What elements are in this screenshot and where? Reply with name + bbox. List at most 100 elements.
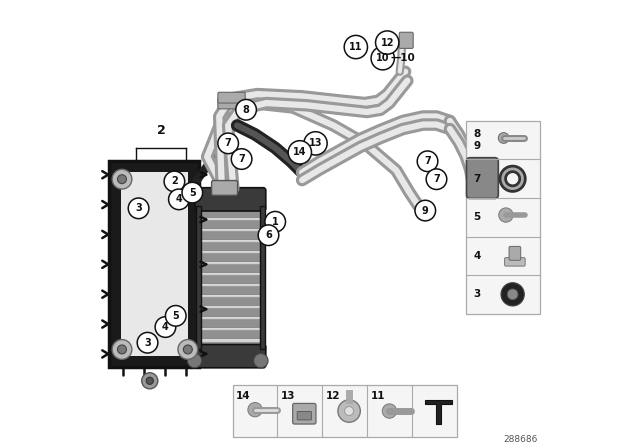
Circle shape bbox=[184, 345, 193, 354]
Bar bbox=[202, 306, 260, 308]
Text: 4: 4 bbox=[175, 194, 182, 204]
Bar bbox=[202, 206, 260, 209]
Circle shape bbox=[118, 175, 127, 184]
Bar bbox=[202, 242, 260, 250]
Circle shape bbox=[499, 133, 509, 143]
Text: 14: 14 bbox=[236, 391, 251, 401]
Polygon shape bbox=[425, 400, 452, 425]
FancyBboxPatch shape bbox=[509, 246, 521, 260]
FancyBboxPatch shape bbox=[467, 158, 499, 198]
Circle shape bbox=[344, 407, 354, 416]
FancyBboxPatch shape bbox=[195, 345, 266, 368]
Circle shape bbox=[258, 225, 279, 246]
Text: 7: 7 bbox=[433, 174, 440, 184]
Bar bbox=[109, 161, 199, 367]
Circle shape bbox=[141, 373, 158, 389]
Bar bbox=[202, 239, 260, 242]
Circle shape bbox=[499, 208, 513, 222]
Circle shape bbox=[178, 340, 198, 359]
Circle shape bbox=[344, 35, 367, 59]
Circle shape bbox=[248, 403, 262, 417]
Circle shape bbox=[426, 169, 447, 190]
Text: 8: 8 bbox=[243, 105, 250, 115]
Bar bbox=[202, 228, 260, 231]
Bar bbox=[202, 264, 260, 272]
Text: 12: 12 bbox=[326, 391, 340, 401]
Bar bbox=[202, 331, 260, 338]
Text: 14: 14 bbox=[293, 147, 307, 157]
Bar bbox=[202, 297, 260, 306]
Bar bbox=[121, 172, 188, 356]
Circle shape bbox=[376, 31, 399, 54]
Bar bbox=[233, 385, 457, 437]
Text: 5: 5 bbox=[189, 188, 196, 198]
FancyBboxPatch shape bbox=[218, 98, 245, 109]
FancyBboxPatch shape bbox=[195, 188, 266, 211]
Text: 288686: 288686 bbox=[503, 435, 538, 444]
Text: 13: 13 bbox=[281, 391, 296, 401]
Circle shape bbox=[218, 133, 239, 154]
Text: 6: 6 bbox=[265, 230, 272, 240]
Bar bbox=[202, 253, 260, 261]
Circle shape bbox=[164, 171, 185, 192]
Bar bbox=[202, 217, 260, 220]
Circle shape bbox=[137, 332, 158, 353]
Text: 11: 11 bbox=[349, 42, 363, 52]
Circle shape bbox=[112, 340, 132, 359]
Circle shape bbox=[146, 377, 154, 384]
Text: 12: 12 bbox=[380, 38, 394, 47]
FancyBboxPatch shape bbox=[218, 92, 245, 103]
Text: 5: 5 bbox=[474, 212, 481, 222]
Circle shape bbox=[188, 353, 202, 368]
Bar bbox=[260, 206, 265, 349]
Circle shape bbox=[128, 198, 149, 219]
FancyBboxPatch shape bbox=[296, 144, 308, 160]
Circle shape bbox=[382, 404, 397, 418]
FancyBboxPatch shape bbox=[504, 258, 525, 266]
Text: 11: 11 bbox=[371, 391, 385, 401]
Text: 3: 3 bbox=[474, 289, 481, 299]
Circle shape bbox=[253, 353, 268, 368]
Bar bbox=[202, 316, 260, 319]
Circle shape bbox=[231, 149, 252, 169]
Bar bbox=[202, 327, 260, 331]
Circle shape bbox=[417, 151, 438, 172]
Bar bbox=[202, 261, 260, 264]
Text: 4: 4 bbox=[474, 251, 481, 261]
FancyBboxPatch shape bbox=[306, 139, 317, 155]
Circle shape bbox=[265, 211, 285, 232]
Text: —10: —10 bbox=[391, 53, 415, 63]
Bar bbox=[466, 121, 540, 314]
FancyBboxPatch shape bbox=[399, 32, 413, 48]
Text: 3: 3 bbox=[135, 203, 142, 213]
Text: 2: 2 bbox=[171, 177, 178, 186]
Text: 10: 10 bbox=[376, 53, 390, 63]
Circle shape bbox=[501, 283, 524, 306]
Bar bbox=[202, 294, 260, 297]
FancyBboxPatch shape bbox=[297, 411, 312, 420]
Text: 9: 9 bbox=[422, 206, 429, 215]
Circle shape bbox=[166, 306, 186, 326]
Text: 4: 4 bbox=[162, 322, 169, 332]
Bar bbox=[196, 206, 201, 349]
Circle shape bbox=[288, 141, 312, 164]
Circle shape bbox=[182, 182, 203, 203]
Bar bbox=[202, 341, 260, 349]
FancyBboxPatch shape bbox=[292, 404, 316, 424]
Bar bbox=[202, 338, 260, 341]
Bar bbox=[202, 319, 260, 327]
Bar bbox=[202, 276, 260, 283]
Text: 8
9: 8 9 bbox=[474, 129, 481, 151]
Text: 7: 7 bbox=[474, 174, 481, 184]
Text: 3: 3 bbox=[144, 338, 151, 348]
Bar bbox=[202, 231, 260, 239]
Circle shape bbox=[508, 289, 518, 300]
Bar bbox=[202, 272, 260, 276]
Circle shape bbox=[338, 400, 360, 422]
Text: 7: 7 bbox=[225, 138, 232, 148]
Circle shape bbox=[168, 189, 189, 210]
Circle shape bbox=[371, 47, 394, 70]
Bar bbox=[202, 286, 260, 294]
Circle shape bbox=[112, 169, 132, 189]
Text: 7: 7 bbox=[238, 154, 245, 164]
